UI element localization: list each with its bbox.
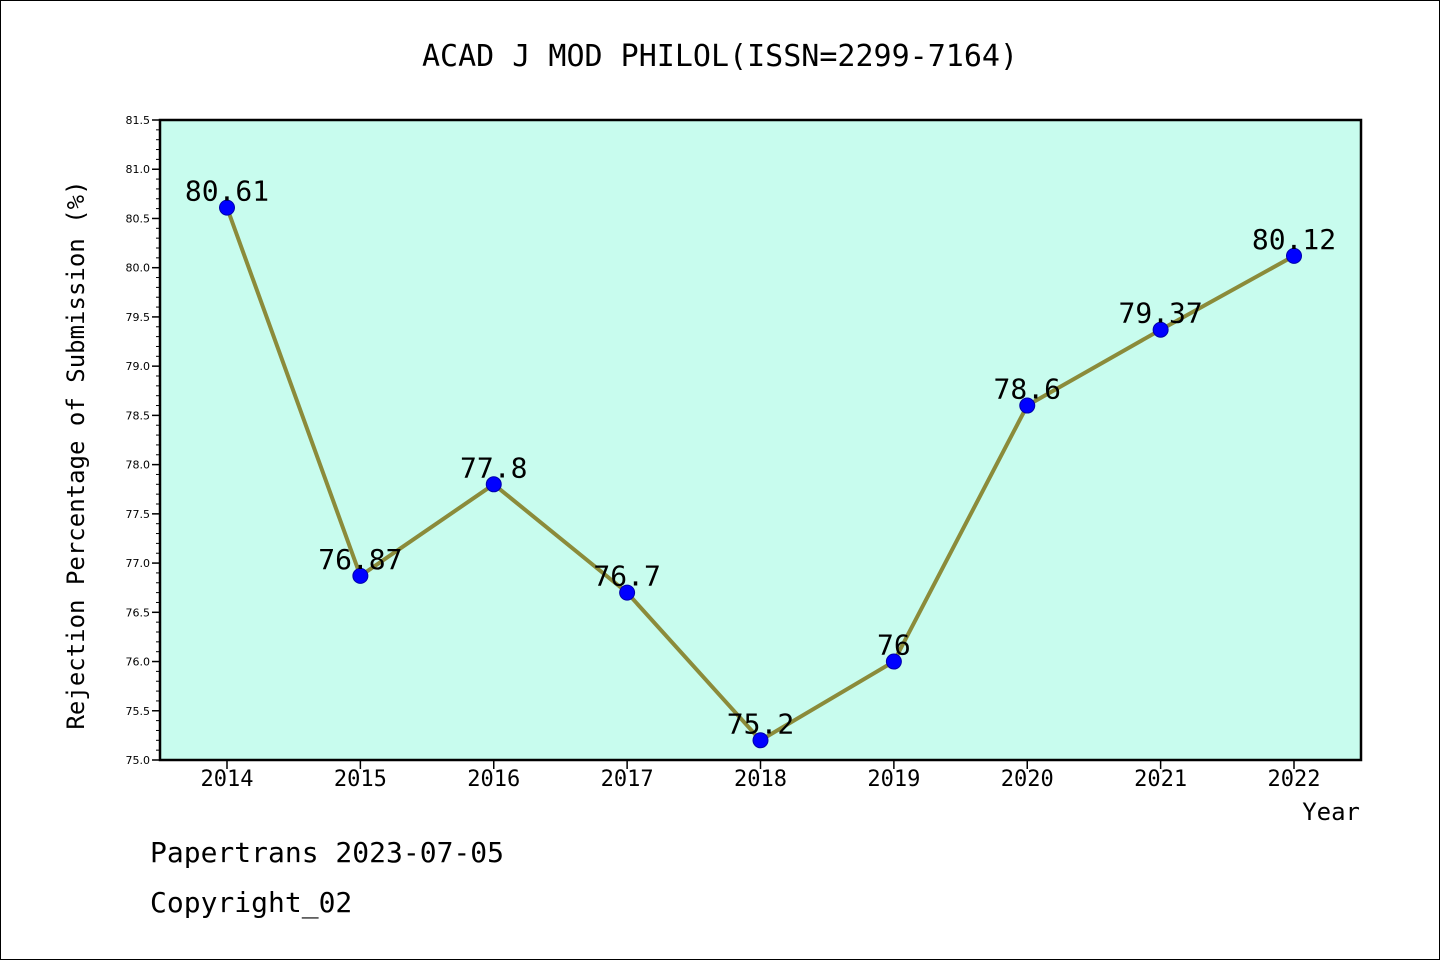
y-tick-label: 81.5 <box>126 114 151 127</box>
y-tick-label: 78.5 <box>126 409 151 422</box>
x-axis-label: Year <box>1302 798 1360 826</box>
data-labels: 80.61 76.87 77.8 76.7 75.2 76 78.6 79.37 80.12 <box>185 175 1336 741</box>
x-tick-label: 2016 <box>467 767 520 792</box>
data-point <box>352 567 369 584</box>
data-point <box>219 199 235 216</box>
data-point <box>1152 321 1169 338</box>
footer-date: Papertrans 2023-07-05 <box>150 836 505 869</box>
y-tick-label: 78.0 <box>126 459 151 472</box>
x-tick-label: 2021 <box>1134 767 1187 792</box>
y-axis: 75.0 75.5 76.0 76.5 77.0 77.5 78.0 78.5 79.0 79.5… <box>126 114 160 767</box>
x-tick-label: 2018 <box>734 767 787 792</box>
x-axis: 2014 2015 2016 2017 2018 2019 2020 2021 2022 <box>201 760 1321 792</box>
data-point <box>885 653 902 670</box>
data-points <box>219 199 1302 749</box>
x-tick-label: 2022 <box>1268 767 1321 792</box>
chart-title: ACAD J MOD PHILOL(ISSN=2299-7164) <box>422 39 1018 74</box>
data-point <box>619 584 636 601</box>
data-label: 76.7 <box>593 560 660 593</box>
x-tick-label: 2014 <box>201 767 254 792</box>
y-tick-label: 79.0 <box>126 360 151 373</box>
y-tick-label: 76.5 <box>126 606 151 619</box>
x-tick-label: 2019 <box>867 767 920 792</box>
y-tick-label: 79.5 <box>126 311 151 324</box>
data-label: 75.2 <box>727 707 794 740</box>
y-tick-label: 77.5 <box>126 508 151 521</box>
data-label: 80.61 <box>185 175 269 208</box>
data-label: 76.87 <box>318 543 402 576</box>
y-tick-label: 80.5 <box>126 212 151 225</box>
data-label: 79.37 <box>1118 297 1202 330</box>
y-tick-label: 76.0 <box>126 656 151 669</box>
y-axis-label: Rejection Percentage of Submission (%) <box>62 180 90 729</box>
x-tick-label: 2020 <box>1001 767 1054 792</box>
y-tick-label: 75.5 <box>126 705 151 718</box>
data-point <box>752 732 769 749</box>
data-point <box>485 476 502 493</box>
data-label: 80.12 <box>1252 223 1336 256</box>
plot-area <box>158 118 1363 762</box>
y-tick-label: 81.0 <box>126 163 151 176</box>
footer-copyright: Copyright_02 <box>150 886 353 919</box>
y-tick-label: 80.0 <box>126 262 151 275</box>
data-label: 77.8 <box>460 451 527 484</box>
data-label: 76 <box>877 629 911 662</box>
y-tick-label: 77.0 <box>126 557 151 570</box>
x-tick-label: 2015 <box>334 767 387 792</box>
data-label: 78.6 <box>994 373 1061 406</box>
data-point <box>1286 247 1302 264</box>
data-point <box>1019 397 1036 414</box>
y-tick-label: 75.0 <box>126 754 151 767</box>
x-tick-label: 2017 <box>601 767 654 792</box>
